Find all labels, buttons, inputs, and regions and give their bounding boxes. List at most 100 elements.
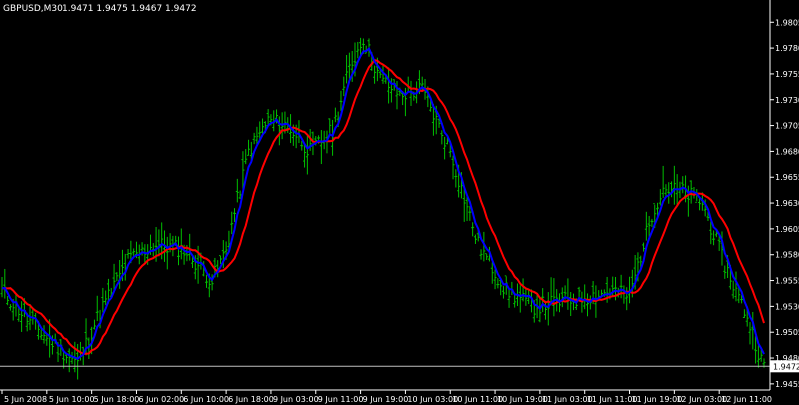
price-bar (303, 144, 307, 168)
price-bar (496, 278, 500, 289)
price-bar (756, 345, 760, 368)
moving-average-slow-line (2, 58, 765, 355)
price-tick-label: 1.9605 (775, 225, 799, 234)
price-bar (339, 90, 343, 112)
price-bar (619, 274, 623, 299)
price-bar (247, 139, 251, 156)
chart-ohlc-label: 1.9471 1.9475 1.9467 1.9472 (62, 4, 197, 14)
price-bar (485, 253, 489, 261)
price-bar (754, 336, 758, 364)
price-bar (647, 215, 651, 238)
chart-symbol-label: GBPUSD,M30 (3, 4, 63, 14)
price-bar (513, 293, 517, 308)
time-tick-label: 10 Jun 11:00 (452, 395, 503, 404)
price-bar (233, 208, 237, 222)
price-bar (437, 118, 441, 128)
price-tick-label: 1.9630 (775, 199, 799, 208)
price-bar (479, 249, 483, 260)
price-bar (8, 304, 12, 311)
price-bar (387, 67, 391, 104)
price-bar (698, 197, 702, 211)
price-bar (644, 211, 648, 241)
price-bar (305, 134, 309, 175)
price-bar (734, 271, 738, 302)
price-bar (454, 169, 458, 188)
price-bar (359, 37, 363, 57)
price-bar (221, 240, 225, 269)
price-bar (420, 76, 424, 92)
price-bar (378, 70, 382, 79)
price-bar (462, 186, 466, 222)
price-bar (709, 221, 713, 245)
price-bar (261, 118, 265, 135)
price-bar (740, 295, 744, 304)
price-bar (650, 218, 654, 227)
price-bar (490, 262, 494, 284)
time-tick-label: 6 Jun 10:00 (183, 395, 229, 404)
price-tick-label: 1.9755 (775, 70, 799, 79)
price-bar (62, 350, 66, 369)
price-bar (176, 236, 180, 266)
price-bar (431, 104, 435, 136)
price-bar (70, 351, 74, 365)
time-tick-label: 10 Jun 03:00 (407, 395, 458, 404)
time-tick-label: 5 Jun 10:00 (49, 395, 95, 404)
price-bar (205, 274, 209, 288)
price-bar (300, 140, 304, 151)
price-bar (39, 329, 43, 340)
time-tick-label: 9 Jun 11:00 (318, 395, 364, 404)
price-bar (255, 126, 259, 145)
price-bar (473, 234, 477, 244)
price-bar (493, 269, 497, 290)
price-bar (658, 189, 662, 206)
price-bar (569, 292, 573, 317)
price-bar (165, 236, 169, 270)
price-tick-label: 1.9580 (775, 251, 799, 260)
time-tick-label: 11 Jun 19:00 (632, 395, 683, 404)
price-bar (115, 272, 119, 282)
price-bar (443, 136, 447, 160)
price-bar (748, 322, 752, 345)
price-bar (230, 211, 234, 235)
price-bar (20, 301, 24, 332)
price-bar (538, 298, 542, 323)
price-bar (667, 182, 671, 204)
time-tick-label: 6 Jun 18:00 (228, 395, 274, 404)
price-tick-label: 1.9680 (775, 147, 799, 156)
price-bar (277, 116, 281, 146)
price-bar (395, 80, 399, 110)
price-bar (67, 348, 71, 373)
price-bar (661, 165, 665, 198)
price-tick-label: 1.9730 (775, 96, 799, 105)
price-tick-label: 1.9655 (775, 173, 799, 182)
time-tick-label: 11 Jun 03:00 (542, 395, 593, 404)
time-tick-label: 11 Jun 11:00 (587, 395, 638, 404)
price-tick-label: 1.9530 (775, 302, 799, 311)
price-bar (507, 287, 511, 308)
price-bar (258, 121, 262, 142)
price-bar (681, 176, 685, 194)
price-bar (356, 41, 360, 59)
time-tick-label: 9 Jun 19:00 (363, 395, 409, 404)
price-tick-label: 1.9480 (775, 354, 799, 363)
price-bar (266, 109, 270, 125)
price-bar (742, 309, 746, 319)
price-bar (244, 149, 248, 165)
price-bar (219, 255, 223, 265)
moving-average-fast-line (1, 46, 765, 360)
price-bar (333, 107, 337, 123)
price-bar (656, 202, 660, 216)
price-bar (521, 278, 525, 302)
price-bar (611, 276, 615, 298)
price-bar (101, 287, 105, 313)
price-bar (468, 205, 472, 221)
price-bar (252, 132, 256, 145)
current-price-badge (770, 360, 799, 373)
price-bar (132, 248, 136, 257)
price-bar (126, 248, 130, 259)
price-bar (235, 178, 239, 203)
price-bar (45, 333, 49, 346)
price-bar (586, 293, 590, 317)
